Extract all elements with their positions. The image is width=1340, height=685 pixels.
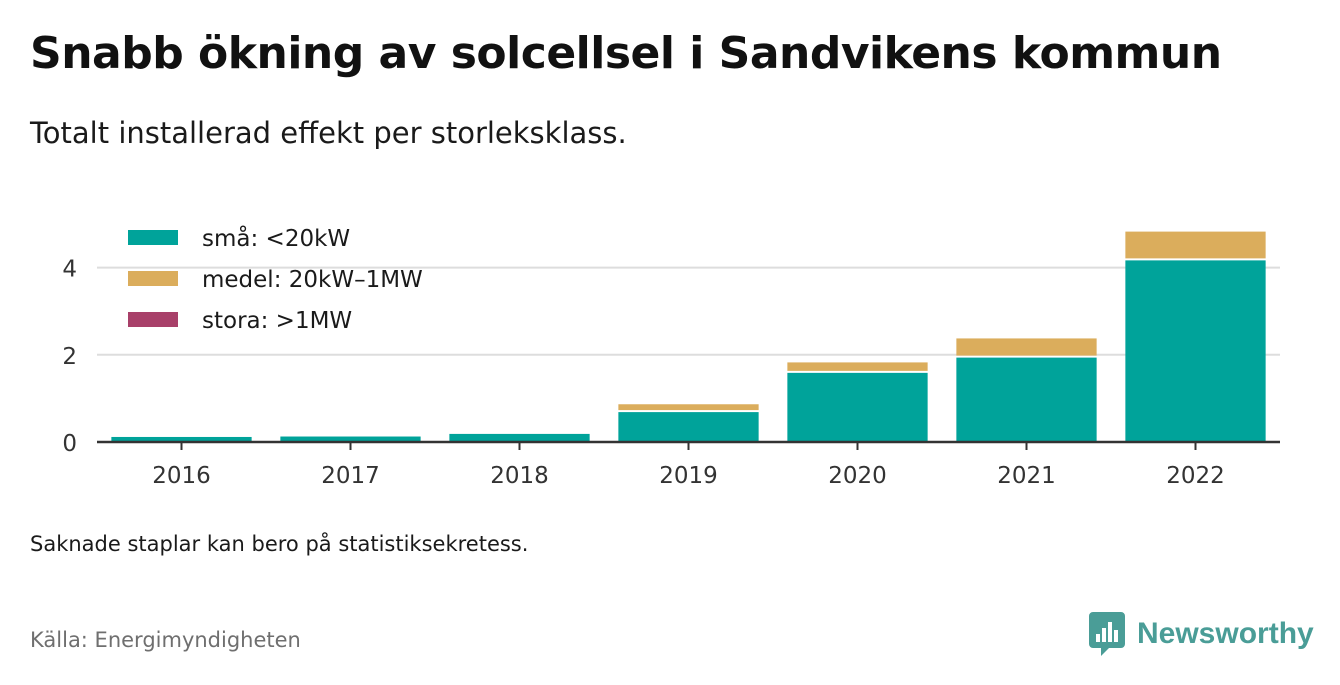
bar [618, 404, 759, 411]
bar [618, 412, 759, 442]
y-tick-label: 4 [62, 257, 77, 283]
newsworthy-logo-icon [1089, 612, 1125, 656]
bar [787, 362, 928, 371]
legend-label: medel: 20kW–1MW [202, 267, 423, 293]
legend-label: små: <20kW [202, 224, 350, 252]
x-tick-label: 2017 [321, 463, 380, 489]
source-label: Källa: Energimyndigheten [30, 628, 301, 652]
bar [956, 357, 1097, 442]
chart-subtitle: Totalt installerad effekt per storlekskl… [30, 116, 627, 150]
legend-swatch [128, 230, 178, 245]
legend-swatch [128, 312, 178, 327]
y-tick-label: 2 [62, 344, 77, 370]
x-tick-label: 2022 [1166, 463, 1225, 489]
legend-label: stora: >1MW [202, 308, 352, 334]
bar [280, 436, 421, 442]
bar [449, 433, 590, 442]
brand-name: Newsworthy [1137, 617, 1314, 650]
footnote: Saknade staplar kan bero på statistiksek… [30, 532, 529, 556]
newsworthy-logo: Newsworthy [1089, 612, 1314, 656]
bar-chart: 0 2 4 2016 2017 2018 2019 2020 2021 2022 små: <20k… [62, 224, 1280, 489]
x-tick-label: 2016 [152, 463, 211, 489]
bar [111, 436, 252, 442]
bar [956, 338, 1097, 356]
x-tick-label: 2021 [997, 463, 1056, 489]
x-tick-label: 2020 [828, 463, 887, 489]
chart-title: Snabb ökning av solcellsel i Sandvikens … [30, 28, 1222, 79]
bar [1125, 260, 1266, 442]
x-tick-label: 2018 [490, 463, 549, 489]
x-tick-label: 2019 [659, 463, 718, 489]
bar [1125, 231, 1266, 259]
bar [787, 372, 928, 442]
y-tick-label: 0 [62, 431, 77, 457]
legend-swatch [128, 271, 178, 286]
